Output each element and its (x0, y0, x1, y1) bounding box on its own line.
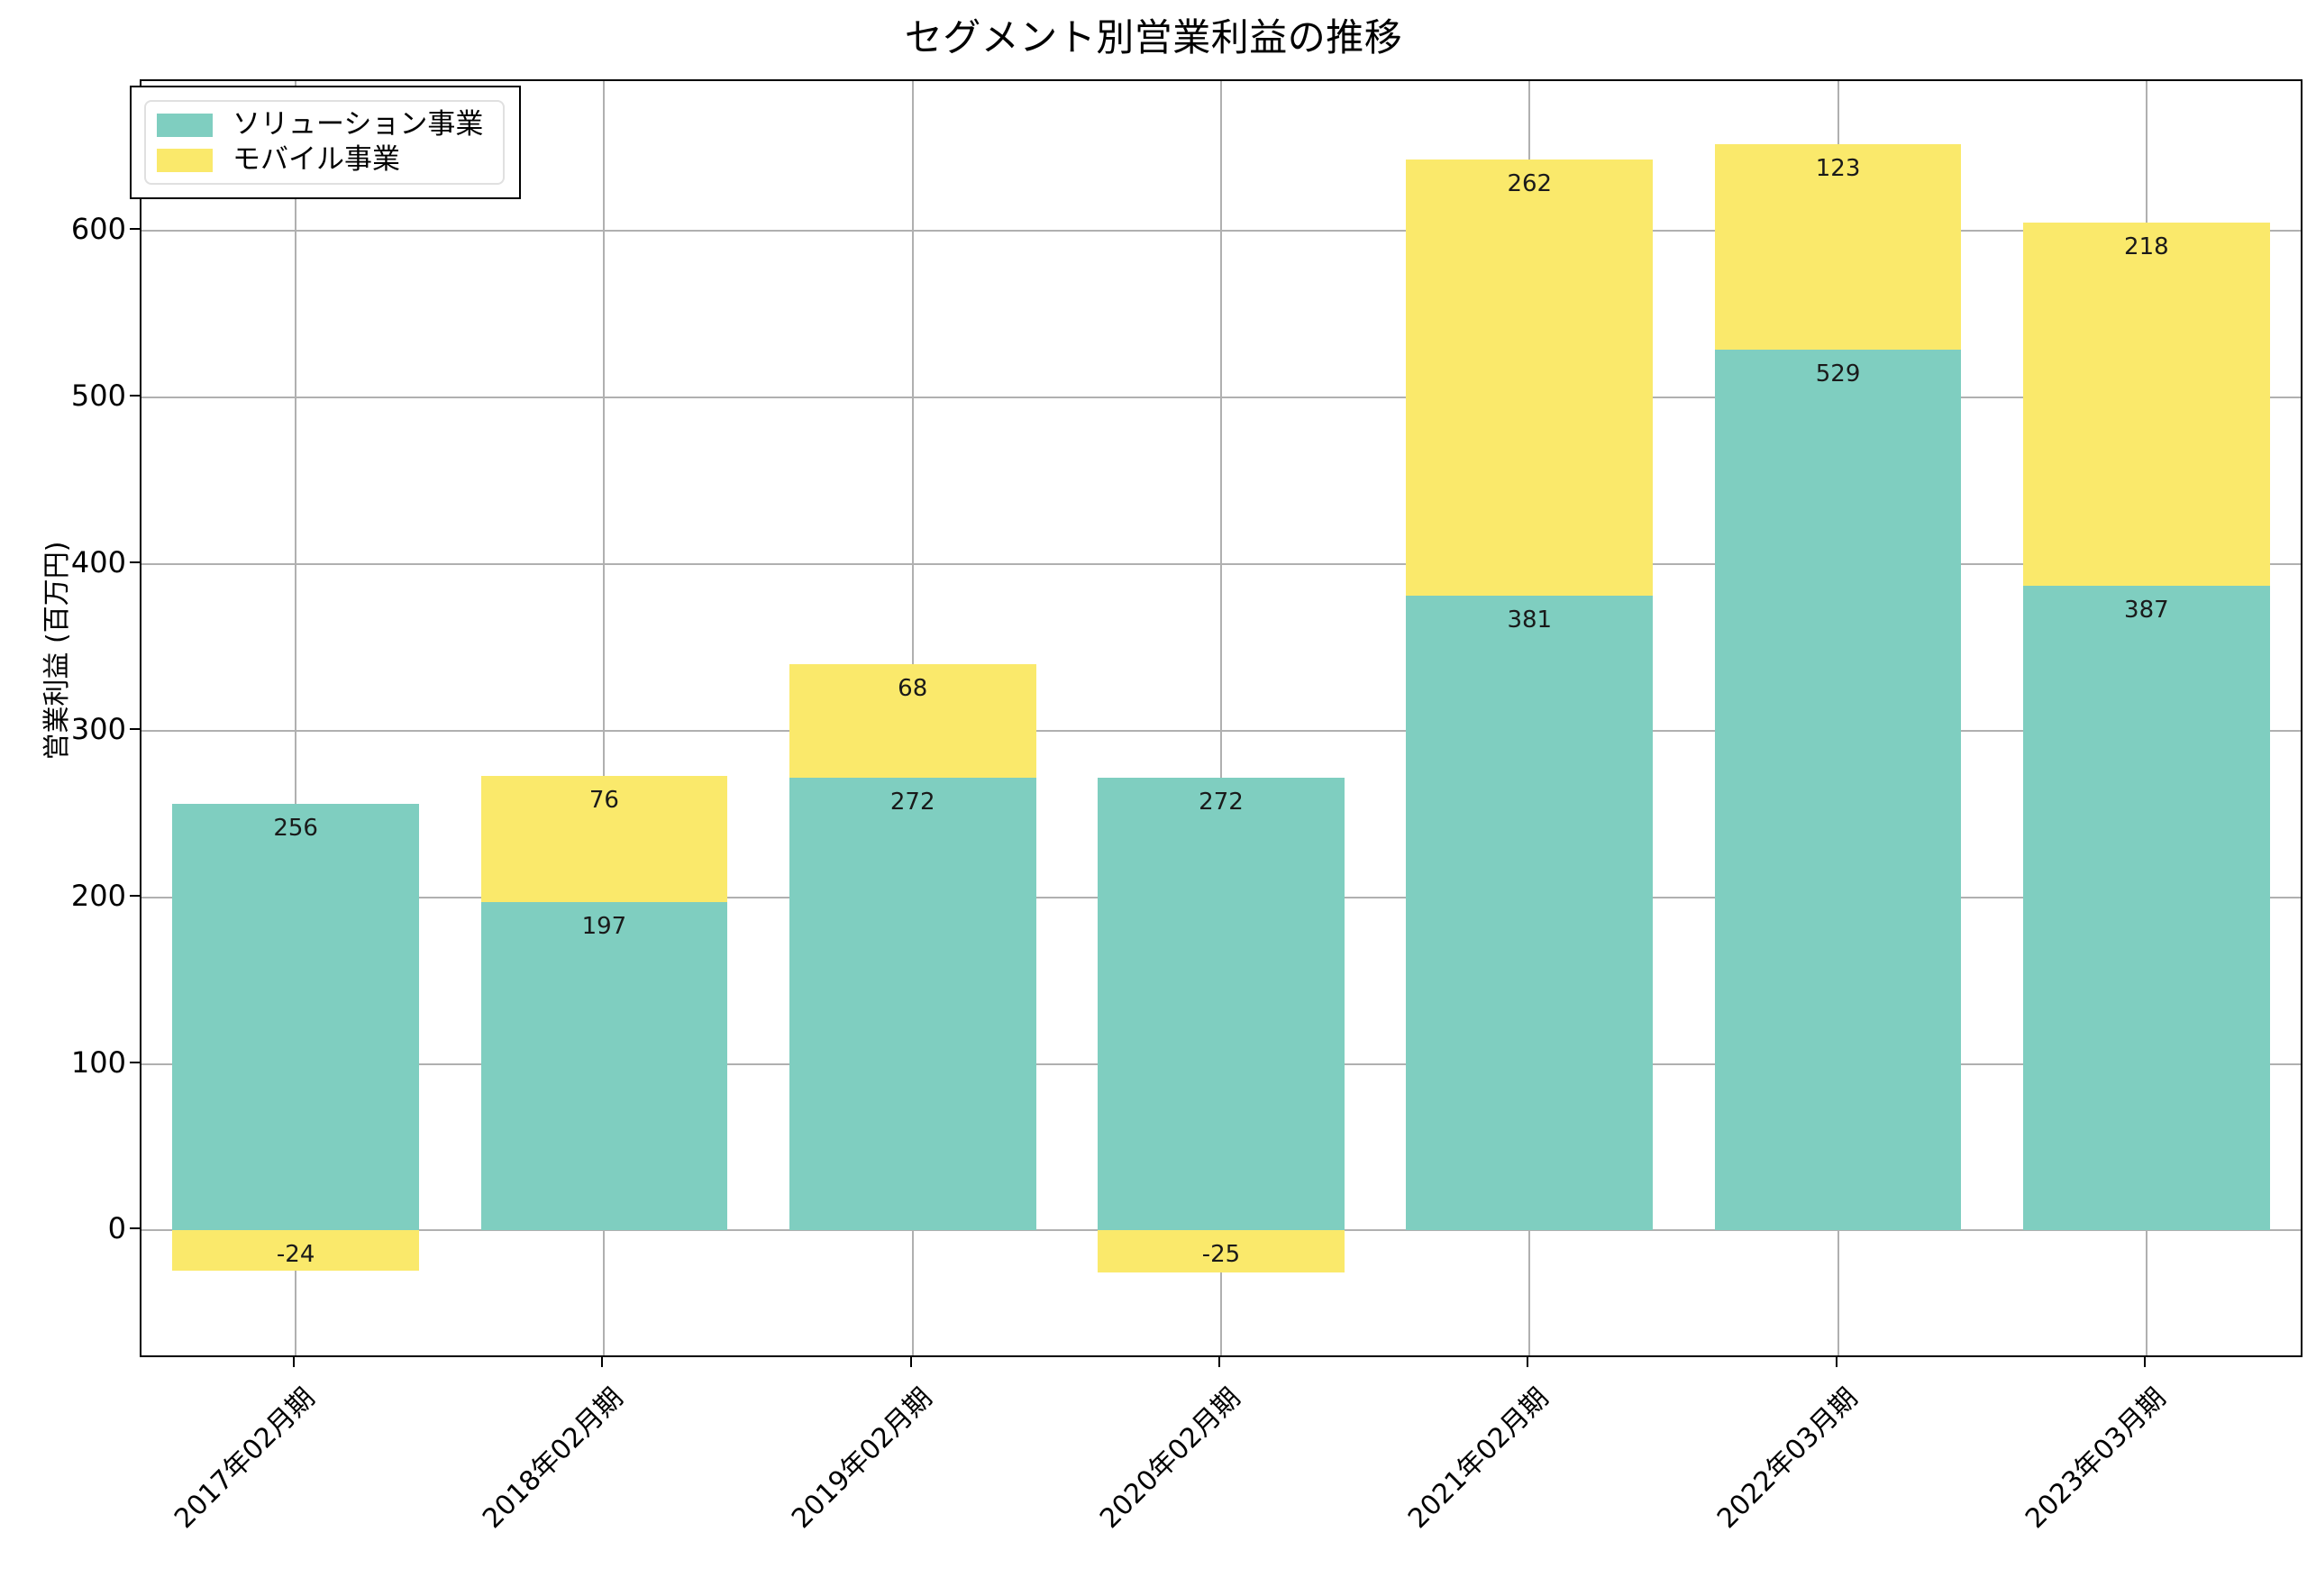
x-axis-tick-label: 2018年02月期 (477, 1382, 630, 1536)
x-axis-tick-mark (1218, 1357, 1220, 1367)
x-axis-tick-label: 2019年02月期 (785, 1382, 939, 1536)
bar-group[interactable]: 387 218 (2022, 81, 2270, 1355)
legend-item-mobile[interactable]: モバイル事業 (157, 146, 483, 174)
y-axis-tick-label: 300 (70, 711, 126, 746)
x-axis-tick-label: 2017年02月期 (169, 1382, 322, 1536)
bar-segment-solution[interactable] (480, 902, 728, 1231)
legend-swatch-solution-icon (157, 113, 213, 137)
y-axis-tick-mark (130, 395, 140, 397)
bar-segment-solution[interactable] (1406, 596, 1654, 1231)
legend-label-mobile: モバイル事業 (233, 143, 400, 176)
y-axis-tick-mark (130, 1061, 140, 1063)
y-axis-tick-mark (130, 894, 140, 897)
bar-segment-mobile[interactable] (1714, 144, 1962, 350)
plot-area: 256 -24 197 76 272 68 272 -25 381 262 529 123 387 218 (140, 79, 2302, 1357)
bar-value-label-solution: 387 (2124, 597, 2169, 625)
bar-value-label-mobile: -24 (276, 1241, 315, 1269)
x-axis-tick-mark (1835, 1357, 1837, 1367)
y-axis-tick-label: 600 (70, 212, 126, 247)
x-axis-tick-mark (909, 1357, 912, 1367)
bar-segment-solution[interactable] (1714, 349, 1962, 1231)
bar-segment-mobile[interactable] (480, 775, 728, 903)
bar-segment-solution[interactable] (172, 804, 420, 1231)
y-axis-label: 営業利益 (百万円) (41, 541, 73, 761)
y-axis-tick-label: 500 (70, 378, 126, 414)
bar-value-label-mobile: -25 (1201, 1241, 1241, 1269)
y-axis-tick-label: 200 (70, 878, 126, 913)
y-axis-tick-label: 400 (70, 545, 126, 580)
bar-value-label-solution: 256 (273, 815, 318, 843)
x-axis-tick-mark (1527, 1357, 1529, 1367)
x-axis-tick-label: 2021年02月期 (1402, 1382, 1555, 1536)
x-axis-tick-mark (601, 1357, 604, 1367)
bar-value-label-solution: 272 (1199, 788, 1244, 816)
bar-value-label-mobile: 262 (1507, 169, 1553, 197)
x-axis-tick-mark (293, 1357, 296, 1367)
bar-value-label-mobile: 123 (1815, 155, 1861, 183)
bar-group[interactable]: 529 123 (1714, 81, 1962, 1355)
legend-label-solution: ソリューション事業 (233, 108, 484, 141)
bar-segment-solution[interactable] (789, 777, 1036, 1231)
bar-segment-solution[interactable] (2022, 586, 2270, 1231)
gridline-vertical (1220, 81, 1222, 1355)
x-axis-tick-label: 2023年03月期 (2019, 1382, 2173, 1536)
y-axis-tick-label: 0 (107, 1211, 126, 1246)
x-axis-tick-label: 2022年03月期 (1710, 1382, 1864, 1536)
gridline-vertical (603, 81, 606, 1355)
bar-value-label-solution: 529 (1815, 360, 1861, 388)
bar-value-label-mobile: 68 (898, 674, 928, 702)
bar-group[interactable]: 256 -24 (172, 81, 420, 1355)
bar-group[interactable]: 381 262 (1406, 81, 1654, 1355)
bar-value-label-solution: 381 (1507, 606, 1553, 634)
chart-figure: セグメント別営業利益の推移 営業利益 (百万円) 256 -24 197 76 272 6… (41, 15, 2302, 1536)
y-axis-tick-mark (130, 727, 140, 730)
legend-item-solution[interactable]: ソリューション事業 (157, 111, 483, 139)
bar-segment-mobile[interactable] (2022, 223, 2270, 587)
y-axis-tick-label: 100 (70, 1044, 126, 1080)
x-axis-tick-mark (2143, 1357, 2146, 1367)
bar-value-label-solution: 197 (581, 913, 627, 941)
bar-segment-mobile[interactable] (789, 663, 1036, 778)
y-axis-tick-mark (130, 1227, 140, 1230)
x-axis-tick-label: 2020年02月期 (1094, 1382, 1247, 1536)
bar-value-label-mobile: 218 (2124, 233, 2169, 261)
gridline-vertical (295, 81, 297, 1355)
chart-legend: ソリューション事業 モバイル事業 (130, 86, 522, 199)
bar-segment-solution[interactable] (1098, 777, 1345, 1231)
bar-group[interactable]: 197 76 (480, 81, 728, 1355)
bar-segment-mobile[interactable] (1098, 1230, 1345, 1272)
bar-segment-mobile[interactable] (1406, 159, 1654, 597)
bar-value-label-mobile: 76 (588, 786, 619, 814)
legend-swatch-mobile-icon (157, 148, 213, 172)
page-title: セグメント別営業利益の推移 (904, 15, 1403, 59)
bar-group[interactable]: 272 68 (789, 81, 1036, 1355)
y-axis-tick-mark (130, 228, 140, 231)
bar-segment-mobile[interactable] (172, 1230, 420, 1271)
bar-group[interactable]: 272 -25 (1098, 81, 1345, 1355)
y-axis-tick-mark (130, 561, 140, 564)
bar-value-label-solution: 272 (889, 788, 935, 816)
